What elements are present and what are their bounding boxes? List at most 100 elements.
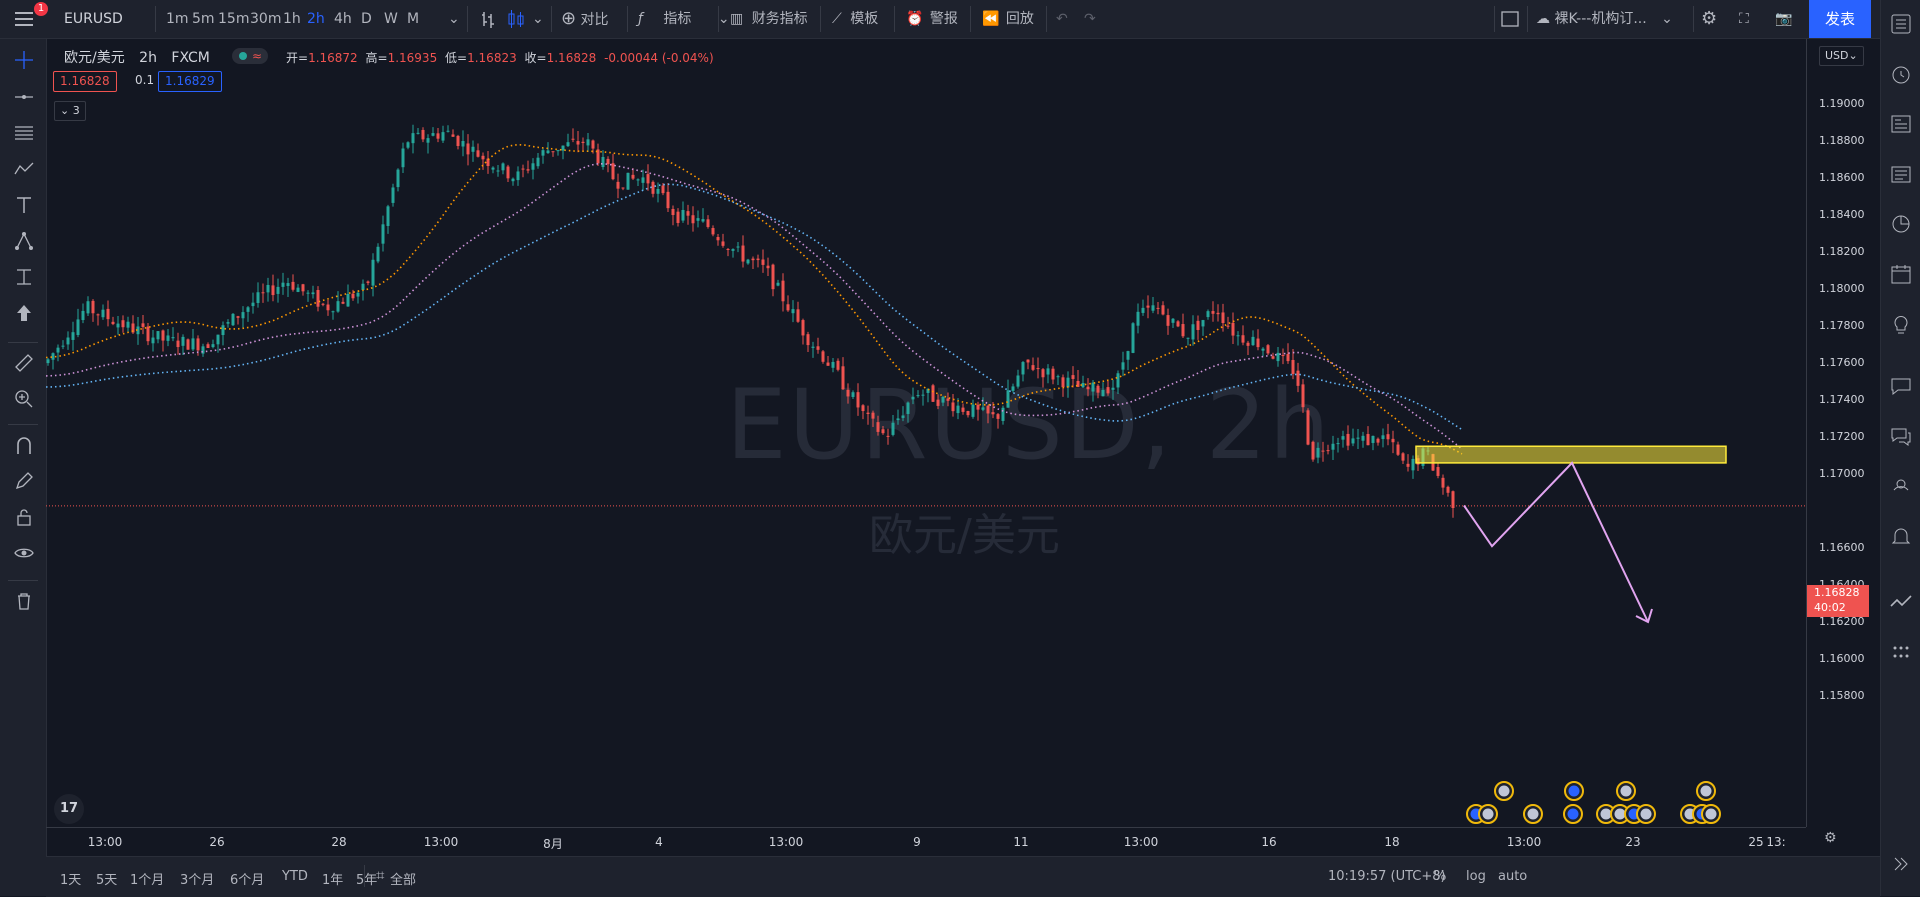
plus-circle-icon: ⊕ xyxy=(561,8,577,29)
sell-price-button[interactable]: 1.16828 xyxy=(53,71,117,92)
timeframe-5m[interactable]: 5m xyxy=(192,11,215,27)
data-window-icon[interactable] xyxy=(1889,162,1913,186)
percent-scale-toggle[interactable]: % xyxy=(1434,869,1447,884)
watchlist-icon[interactable] xyxy=(1889,12,1913,36)
chevron-down-icon[interactable]: ⌄ xyxy=(532,11,544,27)
alarm-clock-icon[interactable] xyxy=(1889,62,1913,86)
price-tick: 1.15800 xyxy=(1819,689,1865,702)
magnet-icon[interactable] xyxy=(13,434,35,456)
axis-settings-gear-icon[interactable]: ⚙ xyxy=(1824,830,1837,846)
templates-button[interactable]: ⟋ 模板 xyxy=(832,0,878,38)
range-6[interactable]: 1年 xyxy=(322,873,344,888)
news-icon[interactable] xyxy=(1889,112,1913,136)
range-4[interactable]: 6个月 xyxy=(230,873,265,888)
zoom-in-icon[interactable] xyxy=(13,388,35,410)
collapse-panel-icon[interactable] xyxy=(1889,852,1913,876)
auto-scale-toggle[interactable]: auto xyxy=(1498,869,1528,884)
settings-gear-icon[interactable]: ⚙ xyxy=(1701,8,1718,29)
candle-body xyxy=(341,301,345,304)
fullscreen-icon[interactable]: ⛶ xyxy=(1739,11,1749,27)
range-8[interactable]: 全部 xyxy=(390,873,417,888)
range-1[interactable]: 5天 xyxy=(96,873,118,888)
candle-body xyxy=(831,361,835,368)
goto-date-icon[interactable]: ⌗ xyxy=(376,866,385,884)
timeframe-1h[interactable]: 1h xyxy=(283,11,301,27)
ideas-lightbulb-icon[interactable] xyxy=(1889,312,1913,336)
text-icon[interactable] xyxy=(13,194,35,216)
candle-body xyxy=(1106,387,1110,394)
measure-icon[interactable] xyxy=(13,266,35,288)
calendar-icon[interactable] xyxy=(1889,262,1913,286)
timeframe-M[interactable]: M xyxy=(407,11,420,27)
top-toolbar: 1 EURUSD 1m 5m 15m 30m 1h 2h 4h D W M ⌄ ⌄ ⊕ 对比 ƒ … xyxy=(0,0,1920,39)
chart-pane[interactable]: EURUSD, 2h 欧元/美元 欧元/美元 2h FXCM ≈ 开=1.168… xyxy=(46,39,1806,827)
pencil-lock-icon[interactable] xyxy=(13,470,35,492)
horizontal-line-icon[interactable] xyxy=(13,86,35,108)
range-0[interactable]: 1天 xyxy=(60,873,82,888)
timeframe-30m[interactable]: 30m xyxy=(250,11,282,27)
currency-selector[interactable]: USD⌄ xyxy=(1819,46,1864,66)
redo-icon[interactable]: ↷ xyxy=(1084,11,1096,27)
replay-button[interactable]: ⏪ 回放 xyxy=(982,0,1034,38)
candle-body xyxy=(406,142,410,148)
range-5[interactable]: YTD xyxy=(282,869,308,884)
indicators-toggle[interactable]: ⌄ 3 xyxy=(54,101,86,121)
dots-grid-icon[interactable] xyxy=(1889,640,1913,664)
alert-button[interactable]: ⏰ 警报 xyxy=(906,0,958,38)
candle-body xyxy=(1251,336,1255,346)
range-3[interactable]: 3个月 xyxy=(180,873,215,888)
legend-title[interactable]: 欧元/美元 2h FXCM xyxy=(64,47,210,67)
market-status-badge[interactable]: ≈ xyxy=(232,48,268,64)
compare-button[interactable]: ⊕ 对比 xyxy=(561,0,609,38)
range-2[interactable]: 1个月 xyxy=(130,873,165,888)
buy-price-button[interactable]: 1.16829 xyxy=(158,71,222,92)
eye-icon[interactable] xyxy=(13,542,35,564)
candle-body xyxy=(481,155,485,160)
arrow-up-icon[interactable] xyxy=(13,302,35,324)
publish-button[interactable]: 发表 xyxy=(1809,0,1871,38)
fib-lines-icon[interactable] xyxy=(13,122,35,144)
timeframe-W[interactable]: W xyxy=(384,11,398,27)
messages-icon[interactable] xyxy=(1889,424,1913,448)
financials-button[interactable]: ▥ 财务指标 xyxy=(730,0,808,38)
node-path-icon[interactable] xyxy=(13,230,35,252)
ruler-icon[interactable] xyxy=(13,352,35,374)
undo-icon[interactable]: ↶ xyxy=(1056,11,1068,27)
log-scale-toggle[interactable]: log xyxy=(1466,869,1486,884)
candle-body xyxy=(131,323,135,333)
bar-style-icon[interactable] xyxy=(481,0,499,38)
price-tick: 1.18600 xyxy=(1819,171,1865,184)
clock-timezone[interactable]: 10:19:57 (UTC+8) xyxy=(1328,869,1446,884)
timeframe-D[interactable]: D xyxy=(361,11,372,27)
candle-body xyxy=(611,163,615,180)
candle-body xyxy=(1236,335,1240,337)
notifications-bell-icon[interactable] xyxy=(1889,524,1913,548)
crosshair-icon[interactable] xyxy=(13,49,35,71)
streams-icon[interactable] xyxy=(1889,474,1913,498)
indicators-button[interactable]: ƒ 指标 ⌄ xyxy=(638,0,730,38)
candles-icon[interactable] xyxy=(507,0,525,38)
chat-icon[interactable] xyxy=(1889,374,1913,398)
timeframe-1m[interactable]: 1m xyxy=(166,11,189,27)
range-7[interactable]: 5年 xyxy=(356,873,378,888)
timeframe-2h[interactable]: 2h xyxy=(307,11,325,27)
lock-icon[interactable] xyxy=(13,506,35,528)
candle-body xyxy=(961,407,965,412)
candle-body xyxy=(401,148,405,168)
menu-icon[interactable] xyxy=(14,0,36,38)
layout-square-icon[interactable] xyxy=(1500,0,1520,38)
layout-selector[interactable]: ☁ 裸K---机构订... ⌄ xyxy=(1536,0,1673,38)
timeframe-4h[interactable]: 4h xyxy=(334,11,352,27)
hotlist-icon[interactable] xyxy=(1889,212,1913,236)
candle-body xyxy=(996,414,1000,419)
camera-icon[interactable]: 📷 xyxy=(1775,11,1793,27)
symbol-search[interactable]: EURUSD xyxy=(64,11,123,27)
trading-panel-icon[interactable] xyxy=(1889,590,1913,614)
pattern-icon[interactable] xyxy=(13,158,35,180)
chevron-down-icon[interactable]: ⌄ xyxy=(448,11,460,27)
price-axis[interactable]: USD⌄ 1.19000 1.18800 1.18600 1.18400 1.18200… xyxy=(1806,39,1881,827)
timeframe-15m[interactable]: 15m xyxy=(218,11,250,27)
trash-icon[interactable] xyxy=(13,590,35,612)
time-axis[interactable]: 13:00 26 28 13:00 8月 4 13:00 9 11 13:00 16 18 13:00 2… xyxy=(46,827,1806,856)
tradingview-logo-icon[interactable]: 17 xyxy=(54,794,84,824)
